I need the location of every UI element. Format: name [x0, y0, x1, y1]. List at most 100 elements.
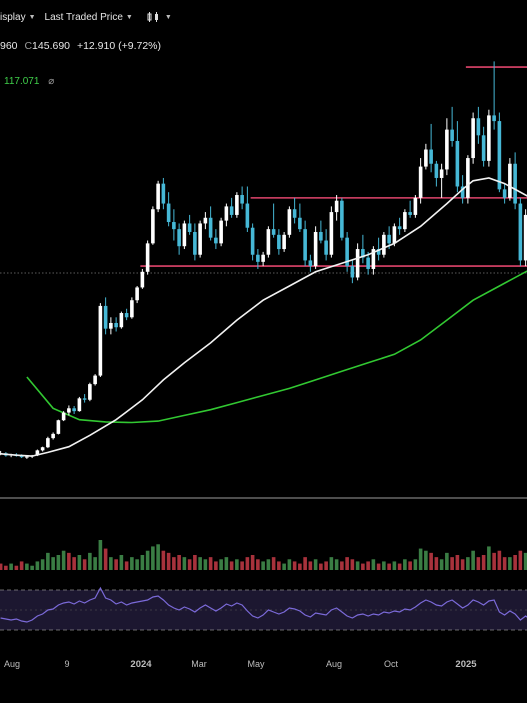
volume-bar	[429, 552, 433, 570]
volume-bar	[313, 559, 318, 570]
candle-body	[124, 313, 129, 318]
candle-body	[434, 163, 439, 178]
candle-body	[445, 129, 449, 170]
candle-body	[313, 231, 318, 267]
price-source-dropdown[interactable]: Last Traded Price ▼	[45, 12, 133, 23]
candle-body	[235, 195, 239, 215]
volume-bar	[439, 559, 444, 570]
candle-body	[366, 257, 370, 269]
candle-body	[382, 234, 386, 255]
candle-body	[140, 271, 145, 288]
candle-body	[487, 115, 491, 161]
volume-bar	[324, 561, 328, 570]
ohlc-prefix: 960	[0, 40, 18, 52]
volume-bar	[266, 559, 271, 570]
x-tick-label: Mar	[191, 659, 207, 669]
display-label: isplay	[0, 11, 26, 23]
volume-bar	[445, 552, 449, 570]
candle-body	[450, 129, 454, 141]
rsi-line	[0, 586, 527, 623]
candle-body	[130, 300, 134, 318]
volume-bar	[156, 544, 160, 570]
volume-bar	[130, 557, 134, 570]
chart-toolbar: isplay ▼ Last Traded Price ▼ ▼	[0, 8, 172, 26]
candle-body	[109, 322, 113, 329]
volume-bar	[61, 550, 66, 570]
volume-bar	[0, 563, 3, 570]
candle-body	[77, 398, 82, 412]
x-tick-label: Aug	[4, 659, 20, 669]
volume-bar	[492, 552, 496, 570]
volume-bar	[481, 555, 486, 570]
volume-bar	[30, 565, 34, 570]
volume-bar	[434, 557, 439, 570]
candle-body	[19, 456, 24, 458]
volume-bar	[124, 561, 129, 570]
candle-body	[245, 203, 250, 228]
volume-bar	[408, 561, 412, 570]
volume-bar	[219, 559, 223, 570]
volume-bar	[88, 552, 92, 570]
volume-bar	[355, 561, 360, 570]
eye-slash-icon[interactable]: ⌀	[48, 76, 55, 87]
volume-bar	[287, 559, 292, 570]
volume-bar	[135, 559, 139, 570]
volume-bar	[51, 557, 55, 570]
volume-bar	[82, 559, 87, 570]
volume-bar	[350, 559, 355, 570]
volume-bar	[240, 561, 244, 570]
candle-body	[35, 450, 40, 456]
volume-bar	[151, 546, 155, 570]
ma-value: 117.071	[4, 76, 40, 87]
volume-bar	[166, 552, 171, 570]
volume-bar	[46, 552, 50, 570]
volume-bar	[103, 548, 108, 570]
candle-body	[161, 183, 166, 204]
volume-bar	[235, 559, 239, 570]
volume-bar	[119, 555, 124, 570]
volume-bar	[98, 540, 103, 570]
candle-body	[250, 227, 255, 255]
candles-icon	[147, 12, 158, 22]
indicator-settings-button[interactable]: ▼	[146, 11, 172, 23]
candle-body	[193, 231, 197, 255]
candle-body	[492, 115, 496, 122]
volume-bar	[56, 555, 61, 570]
candle-body	[513, 163, 517, 204]
volume-bar	[340, 561, 344, 570]
candle-body	[455, 140, 460, 187]
volume-bar	[450, 557, 454, 570]
candle-body	[481, 135, 486, 161]
candle-body	[214, 237, 218, 244]
candle-body	[208, 217, 213, 238]
display-dropdown[interactable]: isplay ▼	[0, 12, 36, 23]
candle-body	[40, 447, 45, 451]
candle-body	[387, 234, 391, 244]
volume-bar	[455, 555, 460, 570]
candle-body	[361, 249, 365, 258]
volume-bar	[245, 557, 250, 570]
volume-bar	[334, 559, 339, 570]
candle-body	[397, 226, 402, 230]
volume-bar	[403, 559, 407, 570]
volume-bar	[35, 561, 40, 570]
candle-body	[156, 183, 160, 210]
volume-bar	[303, 557, 307, 570]
volume-bar	[502, 557, 507, 570]
candle-body	[72, 408, 76, 412]
candle-body	[224, 206, 229, 221]
candle-body	[340, 200, 344, 238]
volume-bar	[224, 557, 229, 570]
candle-body	[240, 195, 244, 204]
volume-bar	[277, 561, 281, 570]
candle-body	[308, 260, 313, 267]
volume-bar	[392, 561, 397, 570]
candle-body	[471, 118, 475, 159]
candle-body	[518, 203, 523, 261]
candle-body	[376, 249, 381, 255]
volume-bar	[19, 561, 24, 570]
candle-body	[392, 226, 397, 244]
volume-bar	[508, 557, 512, 570]
volume-bar	[77, 555, 82, 570]
